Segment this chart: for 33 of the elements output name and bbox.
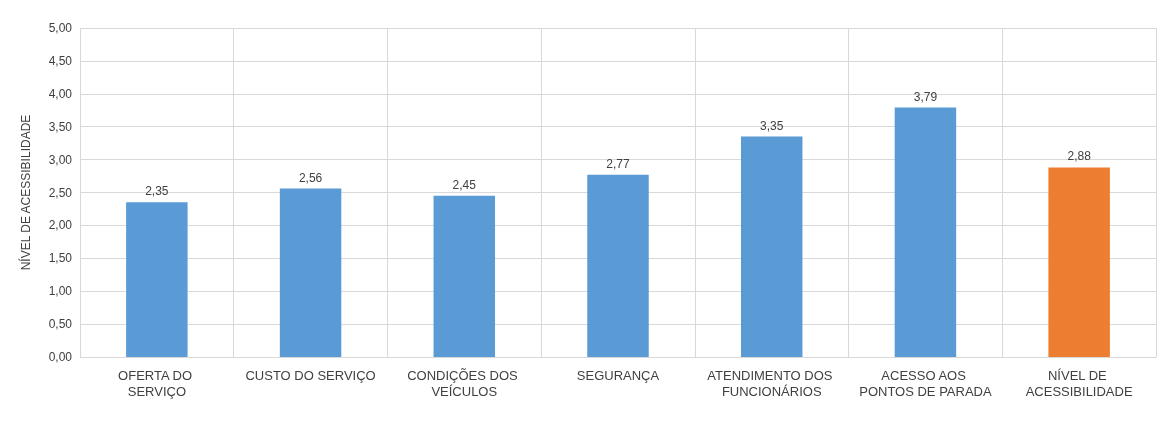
data-label: 2,56 (298, 170, 323, 185)
x-tick-label: CONDIÇÕES DOS VEÍCULOS (407, 367, 522, 399)
y-tick-label: 3,50 (48, 119, 73, 134)
x-tick-label: OFERTA DO SERVIÇO (118, 367, 196, 399)
y-axis-title: NÍVEL DE ACESSIBILIDADE (18, 114, 33, 271)
data-label: 2,88 (1067, 149, 1092, 164)
y-tick-label: 5,00 (48, 21, 73, 35)
y-tick-label: 2,00 (48, 218, 73, 233)
data-label: 2,77 (606, 156, 630, 171)
bar (279, 188, 342, 357)
x-tick-label: NÍVEL DE ACESSIBILIDADE (1025, 367, 1133, 399)
bar (433, 195, 496, 357)
y-tick-label: 0,00 (48, 350, 73, 364)
y-tick-label: 4,50 (48, 53, 73, 68)
data-label: 3,35 (760, 118, 784, 133)
data-label: 2,35 (145, 184, 169, 199)
x-tick-label: CUSTO DO SERVIÇO (245, 367, 376, 383)
y-tick-label: 2,50 (48, 185, 73, 200)
bar (126, 202, 188, 357)
bar (587, 174, 649, 357)
y-tick-label: 0,50 (48, 317, 73, 332)
y-tick-label: 3,00 (48, 152, 73, 167)
x-tick-label: ATENDIMENTO DOS FUNCIONÁRIOS (707, 367, 837, 399)
bar (740, 136, 803, 357)
bar (894, 107, 957, 357)
y-tick-label: 4,00 (48, 86, 73, 101)
y-tick-label: 1,50 (48, 251, 73, 266)
data-label: 2,45 (452, 177, 477, 192)
data-label: 3,79 (913, 89, 938, 104)
x-tick-label: SEGURANÇA (576, 367, 660, 383)
bar (1048, 167, 1110, 357)
y-tick-label: 1,00 (48, 284, 73, 299)
x-tick-label: ACESSO AOS PONTOS DE PARADA (859, 367, 992, 399)
